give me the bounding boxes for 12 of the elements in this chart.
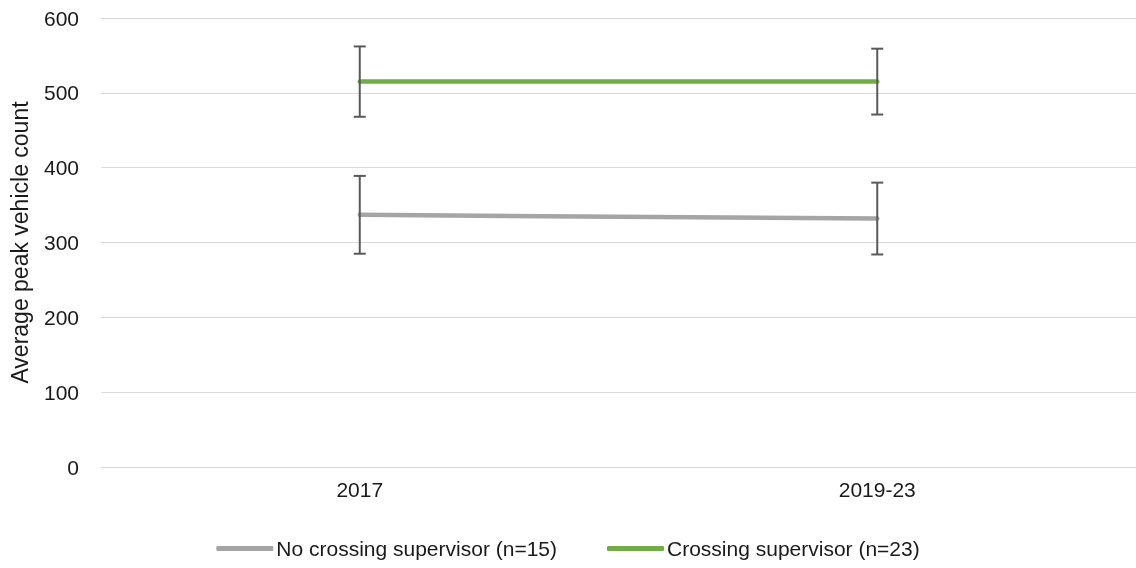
y-tick-label: 600 [43,6,79,30]
y-tick-label: 200 [43,305,79,329]
y-tick-label: 100 [43,380,79,404]
y-tick-label: 400 [43,156,79,180]
y-tick-label: 300 [43,231,79,254]
x-tick-label: 2019-23 [838,478,916,501]
y-axis-title: Average peak vehicle count [6,100,33,384]
legend-label: No crossing supervisor (n=15) [276,537,558,560]
y-tick-label: 0 [67,455,79,479]
x-tick-label: 2017 [336,478,384,501]
y-tick-label: 500 [43,81,79,105]
legend-label: Crossing supervisor (n=23) [667,537,920,560]
